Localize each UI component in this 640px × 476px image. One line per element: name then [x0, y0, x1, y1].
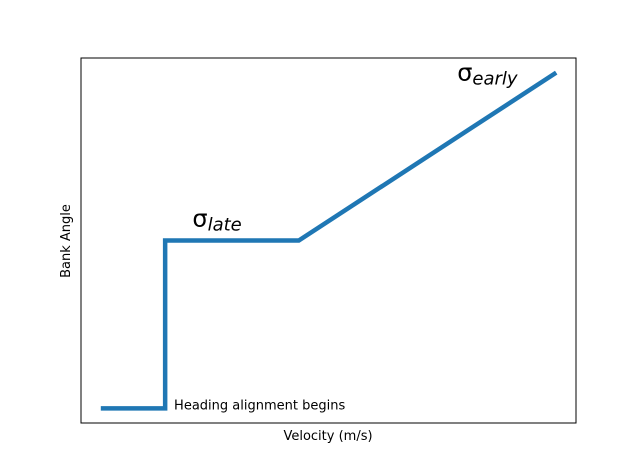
y-axis-label: Bank Angle — [59, 204, 74, 278]
x-axis-label: Velocity (m/s) — [283, 429, 372, 444]
plot-frame — [80, 57, 577, 424]
sigma-late-label: σlate — [192, 205, 241, 236]
sigma-early-symbol: σ — [457, 59, 472, 87]
sigma-early-label: σearly — [457, 59, 518, 90]
sigma-early-subscript: early — [472, 69, 518, 90]
sigma-late-subscript: late — [208, 215, 242, 236]
series-line — [100, 70, 558, 411]
heading-alignment-annotation: Heading alignment begins — [174, 398, 345, 413]
sigma-late-symbol: σ — [192, 205, 207, 233]
